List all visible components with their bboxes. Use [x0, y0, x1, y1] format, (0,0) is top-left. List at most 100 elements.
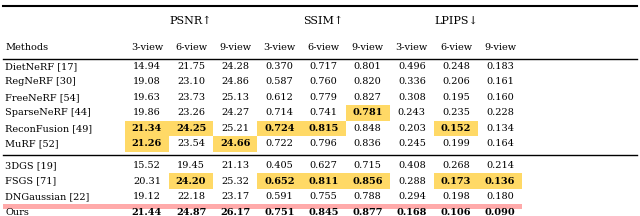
- Text: 24.28: 24.28: [221, 62, 249, 71]
- Text: 15.52: 15.52: [133, 161, 161, 170]
- Text: 0.751: 0.751: [264, 208, 294, 216]
- Text: 24.20: 24.20: [176, 176, 206, 186]
- Bar: [346, 105, 390, 121]
- Text: 0.827: 0.827: [354, 93, 381, 102]
- Text: 0.714: 0.714: [266, 108, 293, 117]
- Bar: [390, 204, 434, 216]
- Text: 0.106: 0.106: [441, 208, 471, 216]
- Text: 26.17: 26.17: [220, 208, 250, 216]
- Text: 0.796: 0.796: [310, 139, 337, 148]
- Bar: [478, 173, 522, 189]
- Text: DNGaussian [22]: DNGaussian [22]: [5, 192, 90, 201]
- Text: 0.722: 0.722: [266, 139, 293, 148]
- Text: 0.183: 0.183: [486, 62, 514, 71]
- Text: 0.180: 0.180: [486, 192, 514, 201]
- Text: 0.856: 0.856: [353, 176, 383, 186]
- Text: DietNeRF [17]: DietNeRF [17]: [5, 62, 77, 71]
- Text: 0.496: 0.496: [398, 62, 426, 71]
- Text: 19.45: 19.45: [177, 161, 205, 170]
- Bar: [257, 121, 301, 136]
- Text: Ours: Ours: [5, 208, 29, 216]
- Text: FreeNeRF [54]: FreeNeRF [54]: [5, 93, 80, 102]
- Text: 23.10: 23.10: [177, 77, 205, 86]
- Text: 0.845: 0.845: [308, 208, 339, 216]
- Text: 20.31: 20.31: [133, 176, 161, 186]
- Text: 24.25: 24.25: [176, 124, 206, 133]
- Text: 0.195: 0.195: [442, 93, 470, 102]
- Bar: [434, 204, 478, 216]
- Text: 0.877: 0.877: [353, 208, 383, 216]
- Text: 0.801: 0.801: [354, 62, 381, 71]
- Bar: [169, 204, 213, 216]
- Text: 0.715: 0.715: [354, 161, 381, 170]
- Text: 19.08: 19.08: [133, 77, 161, 86]
- Text: 21.44: 21.44: [132, 208, 162, 216]
- Text: 0.724: 0.724: [264, 124, 294, 133]
- Text: 23.17: 23.17: [221, 192, 249, 201]
- Bar: [213, 204, 257, 216]
- Text: 19.63: 19.63: [133, 93, 161, 102]
- Bar: [125, 136, 169, 152]
- Text: 0.198: 0.198: [442, 192, 470, 201]
- Text: 0.206: 0.206: [442, 77, 470, 86]
- Text: 0.090: 0.090: [484, 208, 516, 216]
- Text: 0.815: 0.815: [308, 124, 339, 133]
- Text: 0.788: 0.788: [354, 192, 381, 201]
- Bar: [3, 204, 125, 216]
- Text: SparseNeRF [44]: SparseNeRF [44]: [5, 108, 91, 117]
- Text: 0.203: 0.203: [398, 124, 426, 133]
- Text: Methods: Methods: [5, 43, 48, 52]
- Text: 6-view: 6-view: [440, 43, 472, 52]
- Text: 3-view: 3-view: [131, 43, 163, 52]
- Bar: [478, 204, 522, 216]
- Text: 25.21: 25.21: [221, 124, 249, 133]
- Text: 9-view: 9-view: [219, 43, 252, 52]
- Text: 0.760: 0.760: [310, 77, 337, 86]
- Text: 6-view: 6-view: [307, 43, 340, 52]
- Bar: [213, 136, 257, 152]
- Text: 19.86: 19.86: [133, 108, 161, 117]
- Text: 0.235: 0.235: [442, 108, 470, 117]
- Text: 14.94: 14.94: [133, 62, 161, 71]
- Text: 0.848: 0.848: [354, 124, 381, 133]
- Text: 0.164: 0.164: [486, 139, 514, 148]
- Text: 0.161: 0.161: [486, 77, 514, 86]
- Bar: [125, 204, 169, 216]
- Text: 0.173: 0.173: [441, 176, 471, 186]
- Bar: [434, 121, 478, 136]
- Text: RegNeRF [30]: RegNeRF [30]: [5, 77, 76, 86]
- Text: 0.243: 0.243: [398, 108, 426, 117]
- Text: 6-view: 6-view: [175, 43, 207, 52]
- Bar: [257, 204, 301, 216]
- Text: SSIM↑: SSIM↑: [303, 16, 344, 26]
- Text: FSGS [71]: FSGS [71]: [5, 176, 56, 186]
- Text: 0.336: 0.336: [398, 77, 426, 86]
- Text: 0.248: 0.248: [442, 62, 470, 71]
- Text: 0.308: 0.308: [398, 93, 426, 102]
- Text: 3-view: 3-view: [263, 43, 296, 52]
- Text: 9-view: 9-view: [351, 43, 384, 52]
- Bar: [301, 121, 346, 136]
- Bar: [301, 204, 346, 216]
- Text: 0.612: 0.612: [266, 93, 293, 102]
- Text: 0.408: 0.408: [398, 161, 426, 170]
- Text: 9-view: 9-view: [484, 43, 516, 52]
- Bar: [169, 121, 213, 136]
- Text: 0.268: 0.268: [442, 161, 470, 170]
- Text: 0.755: 0.755: [310, 192, 337, 201]
- Text: 24.27: 24.27: [221, 108, 249, 117]
- Text: 22.18: 22.18: [177, 192, 205, 201]
- Text: 21.13: 21.13: [221, 161, 249, 170]
- Bar: [346, 204, 390, 216]
- Text: 25.13: 25.13: [221, 93, 249, 102]
- Text: 0.717: 0.717: [310, 62, 337, 71]
- Text: 21.75: 21.75: [177, 62, 205, 71]
- Text: 0.652: 0.652: [264, 176, 294, 186]
- Text: 0.152: 0.152: [441, 124, 471, 133]
- Text: 0.587: 0.587: [266, 77, 293, 86]
- Text: 0.294: 0.294: [398, 192, 426, 201]
- Text: 25.32: 25.32: [221, 176, 249, 186]
- Text: 23.54: 23.54: [177, 139, 205, 148]
- Text: 0.288: 0.288: [398, 176, 426, 186]
- Bar: [346, 173, 390, 189]
